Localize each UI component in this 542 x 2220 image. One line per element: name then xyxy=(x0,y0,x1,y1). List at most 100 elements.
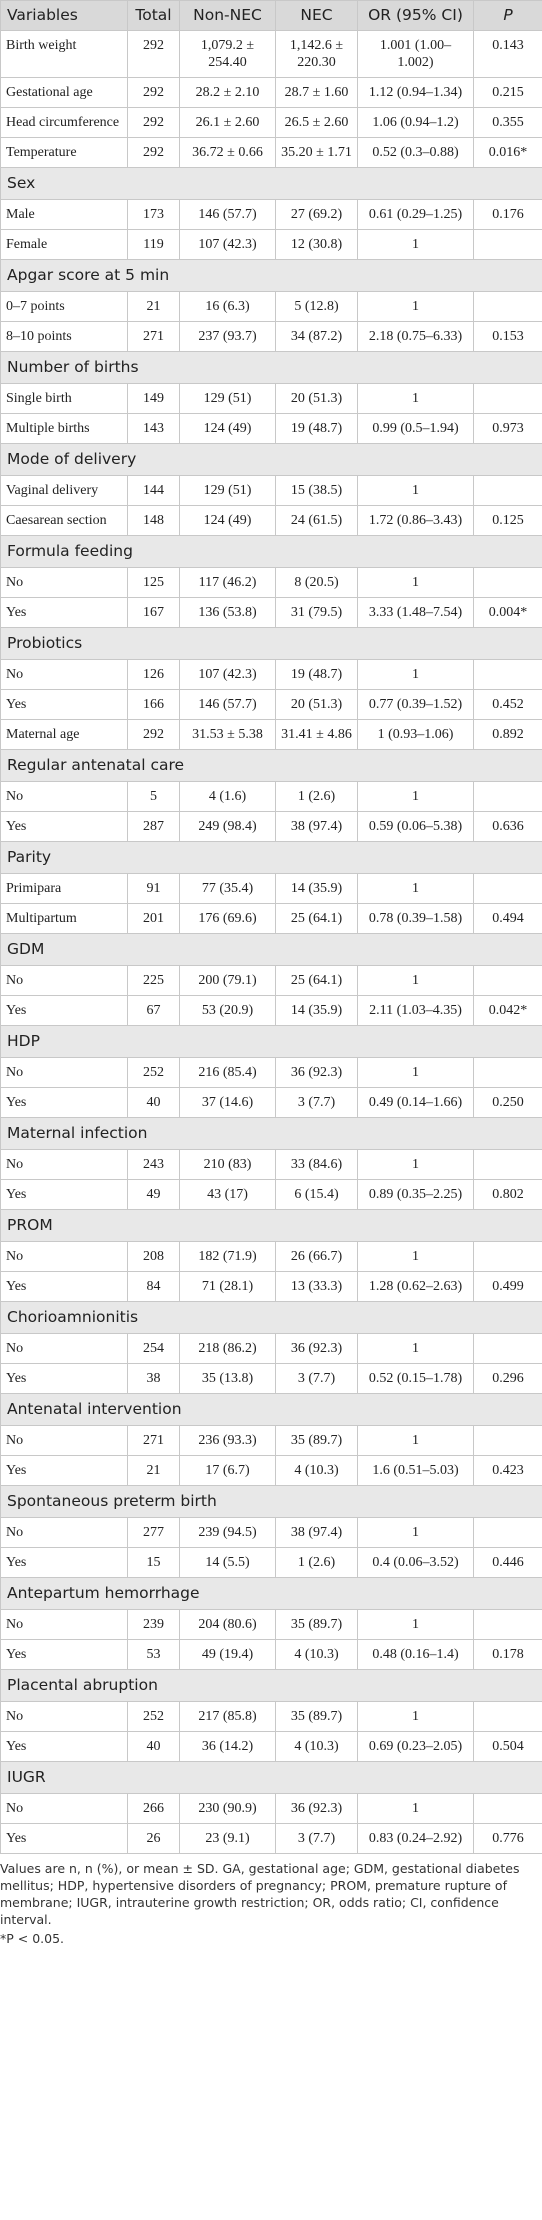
cell: 148 xyxy=(127,505,180,536)
section-label: Spontaneous preterm birth xyxy=(0,1485,542,1518)
cell: 200 (79.1) xyxy=(179,965,276,996)
empty-cell xyxy=(473,383,542,414)
data-row: Vaginal delivery 144 129 (51) 15 (38.5) 1 xyxy=(0,475,542,506)
cell: 1.28 (0.62–2.63) xyxy=(357,1271,474,1302)
cell: 1 (2.6) xyxy=(275,1547,358,1578)
section-label: Formula feeding xyxy=(0,535,542,568)
cell: 1,142.6 ± 220.30 xyxy=(275,30,358,78)
cell: 6 (15.4) xyxy=(275,1179,358,1210)
empty-cell xyxy=(473,1057,542,1088)
cell: 8–10 points xyxy=(0,321,128,352)
section-row: IUGR xyxy=(0,1761,542,1794)
cell: Yes xyxy=(0,995,128,1026)
cell: Yes xyxy=(0,1087,128,1118)
empty-cell xyxy=(473,965,542,996)
cell: 37 (14.6) xyxy=(179,1087,276,1118)
empty-cell xyxy=(473,1609,542,1640)
cell: 166 xyxy=(127,689,180,720)
data-table: Variables Total Non-NEC NEC OR (95% CI) P Bir… xyxy=(0,0,542,1854)
section-label: Apgar score at 5 min xyxy=(0,259,542,292)
cell: 1.001 (1.00–1.002) xyxy=(357,30,474,78)
data-row: No 225 200 (79.1) 25 (64.1) 1 xyxy=(0,965,542,996)
cell: 230 (90.9) xyxy=(179,1793,276,1824)
empty-cell xyxy=(473,1425,542,1456)
cell: 31.41 ± 4.86 xyxy=(275,719,358,750)
cell: 1.06 (0.94–1.2) xyxy=(357,107,474,138)
data-row: Yes 49 43 (17) 6 (15.4) 0.89 (0.35–2.25) 0.80… xyxy=(0,1179,542,1210)
cell: 125 xyxy=(127,567,180,598)
cell: 1.72 (0.86–3.43) xyxy=(357,505,474,536)
data-row: Yes 67 53 (20.9) 14 (35.9) 2.11 (1.03–4.35) 0… xyxy=(0,995,542,1026)
data-row: Yes 53 49 (19.4) 4 (10.3) 0.48 (0.16–1.4) 0.1… xyxy=(0,1639,542,1670)
cell: Female xyxy=(0,229,128,260)
cell: 146 (57.7) xyxy=(179,199,276,230)
cell: 0.499 xyxy=(473,1271,542,1302)
cell: 1,079.2 ± 254.40 xyxy=(179,30,276,78)
cell: 26.1 ± 2.60 xyxy=(179,107,276,138)
cell: 15 xyxy=(127,1547,180,1578)
data-row: Primipara 91 77 (35.4) 14 (35.9) 1 xyxy=(0,873,542,904)
cell: 0.973 xyxy=(473,413,542,444)
cell: 1 xyxy=(357,383,474,414)
cell: 0.296 xyxy=(473,1363,542,1394)
cell: 107 (42.3) xyxy=(179,229,276,260)
cell: 0.494 xyxy=(473,903,542,934)
cell: 38 (97.4) xyxy=(275,811,358,842)
cell: 119 xyxy=(127,229,180,260)
cell: 292 xyxy=(127,719,180,750)
cell: 35 (89.7) xyxy=(275,1609,358,1640)
data-row: Yes 287 249 (98.4) 38 (97.4) 0.59 (0.06–5.38… xyxy=(0,811,542,842)
cell: 5 xyxy=(127,781,180,812)
cell: 107 (42.3) xyxy=(179,659,276,690)
cell: 277 xyxy=(127,1517,180,1548)
section-label: Placental abruption xyxy=(0,1669,542,1702)
cell: 1 (0.93–1.06) xyxy=(357,719,474,750)
data-row: Multipartum 201 176 (69.6) 25 (64.1) 0.78 (0… xyxy=(0,903,542,934)
cell: 91 xyxy=(127,873,180,904)
empty-cell xyxy=(473,873,542,904)
cell: 143 xyxy=(127,413,180,444)
cell: Head circumference xyxy=(0,107,128,138)
data-row: 0–7 points 21 16 (6.3) 5 (12.8) 1 xyxy=(0,291,542,322)
cell: 146 (57.7) xyxy=(179,689,276,720)
cell: Yes xyxy=(0,1363,128,1394)
cell: 1 xyxy=(357,1517,474,1548)
cell: 36 (92.3) xyxy=(275,1793,358,1824)
data-row: No 126 107 (42.3) 19 (48.7) 1 xyxy=(0,659,542,690)
cell: 14 (35.9) xyxy=(275,995,358,1026)
cell: 129 (51) xyxy=(179,383,276,414)
data-row: No 266 230 (90.9) 36 (92.3) 1 xyxy=(0,1793,542,1824)
cell: 3.33 (1.48–7.54) xyxy=(357,597,474,628)
section-row: Sex xyxy=(0,167,542,200)
section-row: Probiotics xyxy=(0,627,542,660)
cell: 26 xyxy=(127,1823,180,1854)
cell: 271 xyxy=(127,321,180,352)
cell: 0.446 xyxy=(473,1547,542,1578)
cell: 1 xyxy=(357,873,474,904)
cell: 0.776 xyxy=(473,1823,542,1854)
cell: 0.016* xyxy=(473,137,542,168)
cell: 43 (17) xyxy=(179,1179,276,1210)
cell: No xyxy=(0,1517,128,1548)
cell: Yes xyxy=(0,1271,128,1302)
cell: No xyxy=(0,1425,128,1456)
cell: 14 (35.9) xyxy=(275,873,358,904)
section-row: Maternal infection xyxy=(0,1117,542,1150)
cell: 25 (64.1) xyxy=(275,903,358,934)
section-label: IUGR xyxy=(0,1761,542,1794)
empty-cell xyxy=(473,1333,542,1364)
cell: 4 (10.3) xyxy=(275,1455,358,1486)
section-row: Chorioamnionitis xyxy=(0,1301,542,1334)
cell: 201 xyxy=(127,903,180,934)
cell: 1 xyxy=(357,1793,474,1824)
cell: 19 (48.7) xyxy=(275,413,358,444)
cell: 0.69 (0.23–2.05) xyxy=(357,1731,474,1762)
section-label: Regular antenatal care xyxy=(0,749,542,782)
cell: 1.6 (0.51–5.03) xyxy=(357,1455,474,1486)
cell: No xyxy=(0,1333,128,1364)
cell: 0–7 points xyxy=(0,291,128,322)
column-header: Non-NEC xyxy=(179,0,276,31)
data-row: No 254 218 (86.2) 36 (92.3) 1 xyxy=(0,1333,542,1364)
cell: 49 xyxy=(127,1179,180,1210)
